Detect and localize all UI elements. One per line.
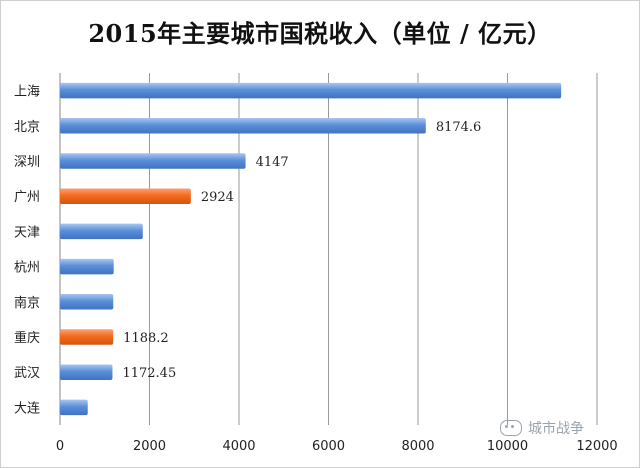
chart-title: 2015年主要城市国税收入（单位 / 亿元） [88, 19, 552, 48]
bar-重庆 [60, 329, 114, 345]
x-tick-label: 6000 [312, 439, 345, 454]
bar-大连 [60, 399, 88, 416]
x-tick-label: 12000 [576, 439, 617, 454]
bar-杭州 [60, 258, 114, 275]
data-label: 4147 [256, 155, 289, 170]
bar-上海 [60, 82, 562, 99]
x-tick-label: 8000 [401, 439, 434, 454]
bars [60, 82, 562, 416]
category-label: 广州 [14, 190, 40, 205]
category-label: 武汉 [14, 366, 40, 381]
category-label: 重庆 [14, 330, 40, 346]
data-label: 8174.6 [436, 120, 482, 135]
category-label: 深圳 [14, 155, 40, 170]
category-label: 上海 [14, 85, 40, 100]
bar-武汉 [60, 364, 113, 380]
x-tick-label: 0 [56, 439, 64, 454]
category-label: 大连 [14, 400, 40, 416]
x-tick-label: 4000 [222, 439, 255, 454]
bar-北京 [60, 118, 426, 134]
bar-南京 [60, 294, 114, 310]
watermark: 城市战争 [500, 418, 584, 438]
bar-广州 [60, 188, 191, 204]
data-label: 1188.2 [123, 331, 169, 346]
wechat-icon [500, 420, 522, 436]
bar-天津 [60, 223, 143, 240]
watermark-text: 城市战争 [528, 421, 584, 437]
category-label: 天津 [14, 225, 40, 240]
category-label: 杭州 [14, 261, 40, 276]
x-tick-label: 2000 [133, 439, 166, 454]
x-tick-label: 10000 [487, 439, 528, 454]
category-label: 北京 [14, 120, 40, 135]
bar-深圳 [60, 153, 246, 169]
data-label: 1172.45 [122, 366, 176, 381]
data-label: 2924 [201, 190, 234, 205]
category-label: 南京 [14, 295, 40, 311]
